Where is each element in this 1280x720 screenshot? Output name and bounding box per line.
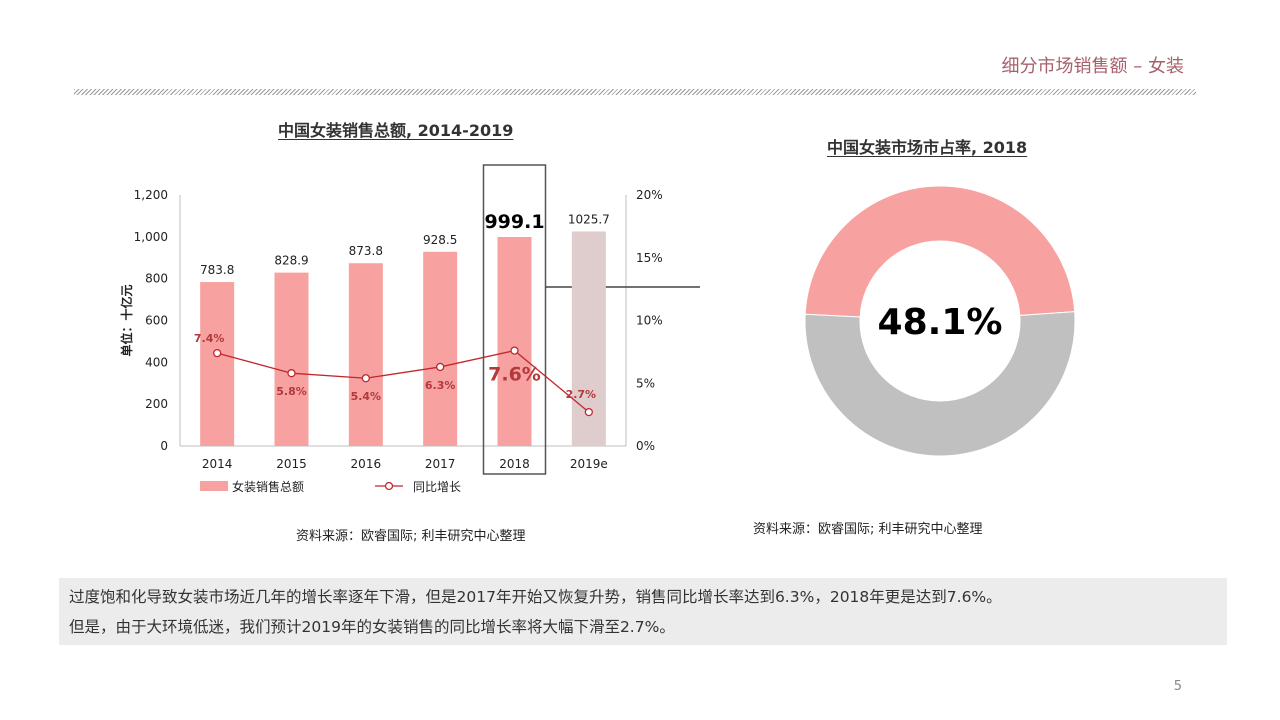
y-tick-label: 1,200 <box>134 188 168 202</box>
y-tick-label: 200 <box>145 397 168 411</box>
y2-tick-label: 15% <box>636 251 663 265</box>
donut-center-label: 48.1% <box>878 302 1003 343</box>
bar-value-label: 1025.7 <box>568 212 610 226</box>
summary-line-2: 但是，由于大环境低迷，我们预计2019年的女装销售的同比增长率将大幅下滑至2.7… <box>69 618 675 636</box>
sales-bar-chart: 0 200 400 600 800 1,000 1,200 0% 5% 10% 15% 20% 单位：十… <box>119 164 700 494</box>
y2-tick-label: 0% <box>636 439 655 453</box>
x-tick-label: 2016 <box>351 457 382 471</box>
growth-point <box>510 346 519 355</box>
legend-swatch-bar <box>200 481 228 491</box>
x-tick-label: 2018 <box>499 457 530 471</box>
page-number: 5 <box>1173 679 1182 694</box>
growth-point <box>584 407 593 417</box>
x-tick-label: 2017 <box>425 457 456 471</box>
legend-label-line: 同比增长 <box>413 480 461 494</box>
x-tick-label: 2015 <box>276 457 307 471</box>
growth-point <box>361 374 370 383</box>
summary-box: 过度饱和化导致女装市场近几年的增长率逐年下滑，但是2017年开始又恢复升势，销售… <box>59 578 1227 645</box>
x-tick-label: 2014 <box>202 457 233 471</box>
donut-chart-source: 资料来源：欧睿国际; 利丰研究中心整理 <box>753 522 983 537</box>
growth-line <box>216 349 590 413</box>
y2-tick-label: 5% <box>636 376 655 390</box>
y-tick-label: 1,000 <box>134 230 168 244</box>
growth-label: 7.6% <box>488 364 541 386</box>
growth-label: 5.8% <box>276 385 307 398</box>
bar-chart-source: 资料来源：欧睿国际; 利丰研究中心整理 <box>296 529 526 544</box>
section-title: 细分市场销售额 – 女装 <box>1001 56 1184 77</box>
bar-value-label: 828.9 <box>274 254 308 268</box>
y-tick-label: 400 <box>145 355 168 369</box>
bar <box>274 272 309 446</box>
bar-value-label: 928.5 <box>423 233 457 247</box>
bar <box>348 263 383 446</box>
market-share-donut: 48.1% <box>804 185 1076 457</box>
y2-tick-label: 10% <box>636 314 663 328</box>
growth-point <box>287 369 296 378</box>
hatched-divider <box>74 89 1196 95</box>
legend-label-bar: 女装销售总额 <box>232 479 304 494</box>
bar-value-label: 999.1 <box>484 211 544 233</box>
legend-marker-line <box>384 481 394 491</box>
growth-point <box>436 362 445 372</box>
y-tick-label: 800 <box>145 272 168 286</box>
growth-label: 7.4% <box>194 332 225 345</box>
y-tick-label: 600 <box>145 314 168 328</box>
bar-value-label: 873.8 <box>349 244 383 258</box>
y2-tick-label: 20% <box>636 188 663 202</box>
summary-line-1: 过度饱和化导致女装市场近几年的增长率逐年下滑，但是2017年开始又恢复升势，销售… <box>69 588 1002 606</box>
bar-value-label: 783.8 <box>200 263 234 277</box>
y-axis-label: 单位：十亿元 <box>119 284 134 356</box>
growth-label: 6.3% <box>425 379 456 392</box>
growth-label: 5.4% <box>351 390 382 403</box>
growth-label: 2.7% <box>566 388 597 401</box>
donut-slice-share <box>804 185 1076 318</box>
bar <box>200 282 235 446</box>
donut-chart-title: 中国女装市场市占率, 2018 <box>827 138 1028 157</box>
growth-point <box>213 348 222 358</box>
bar-chart-title: 中国女装销售总额, 2014-2019 <box>278 121 514 140</box>
x-tick-label: 2019e <box>570 457 608 471</box>
bar <box>497 237 532 446</box>
highlight-box <box>482 164 547 475</box>
bar <box>423 251 458 446</box>
donut-slice-rest <box>804 311 1076 457</box>
y-tick-label: 0 <box>160 439 168 453</box>
